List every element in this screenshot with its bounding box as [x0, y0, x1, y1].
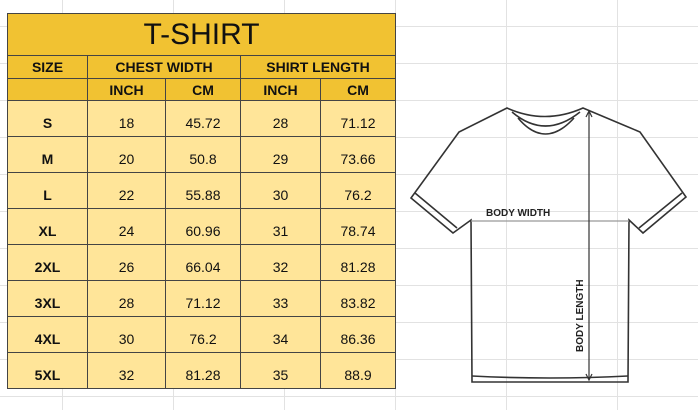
- length-inch-cell: 30: [240, 172, 321, 209]
- chest-inch-cell: 32: [87, 352, 166, 389]
- tshirt-collar: [511, 111, 581, 135]
- arrow-heads: [585, 109, 593, 382]
- table-row: XL 24 60.96 31 78.74: [7, 208, 396, 245]
- chest-inch-cell: 18: [87, 100, 166, 137]
- length-cm-cell: 71.12: [320, 100, 396, 137]
- chest-cm-cell: 71.12: [165, 280, 241, 317]
- length-inch-cell: 31: [240, 208, 321, 245]
- chest-cm-header: CM: [165, 78, 241, 101]
- body-length-label: BODY LENGTH: [575, 279, 586, 352]
- length-cm-cell: 78.74: [320, 208, 396, 245]
- chest-inch-cell: 28: [87, 280, 166, 317]
- size-cell: 5XL: [7, 352, 88, 389]
- size-cell: 3XL: [7, 280, 88, 317]
- table-row: 3XL 28 71.12 33 83.82: [7, 280, 396, 317]
- table-row: 2XL 26 66.04 32 81.28: [7, 244, 396, 281]
- chest-inch-header: INCH: [87, 78, 166, 101]
- chest-inch-cell: 20: [87, 136, 166, 173]
- length-inch-cell: 35: [240, 352, 321, 389]
- tshirt-hem: [471, 375, 629, 379]
- size-cell: L: [7, 172, 88, 209]
- length-inch-cell: 34: [240, 316, 321, 353]
- table-title: T-SHIRT: [7, 13, 396, 56]
- chest-inch-cell: 24: [87, 208, 166, 245]
- length-cm-cell: 88.9: [320, 352, 396, 389]
- chest-cm-cell: 66.04: [165, 244, 241, 281]
- size-cell: 4XL: [7, 316, 88, 353]
- chest-inch-cell: 22: [87, 172, 166, 209]
- chest-inch-cell: 30: [87, 316, 166, 353]
- size-chart-table: T-SHIRT SIZE CHEST WIDTH SHIRT LENGTH INCH…: [7, 13, 396, 389]
- size-cell: XL: [7, 208, 88, 245]
- table-row: L 22 55.88 30 76.2: [7, 172, 396, 209]
- length-cm-cell: 83.82: [320, 280, 396, 317]
- chest-cm-cell: 76.2: [165, 316, 241, 353]
- body-width-label: BODY WIDTH: [486, 208, 550, 219]
- size-header: SIZE: [7, 55, 88, 79]
- chest-cm-cell: 60.96: [165, 208, 241, 245]
- length-cm-header: CM: [320, 78, 396, 101]
- chest-width-header: CHEST WIDTH: [87, 55, 241, 79]
- table-row: 5XL 32 81.28 35 88.9: [7, 352, 396, 389]
- length-cm-cell: 76.2: [320, 172, 396, 209]
- chest-inch-cell: 26: [87, 244, 166, 281]
- tshirt-sleeve-cuffs: [414, 192, 683, 229]
- size-cell: M: [7, 136, 88, 173]
- shirt-length-header: SHIRT LENGTH: [240, 55, 396, 79]
- length-cm-cell: 81.28: [320, 244, 396, 281]
- length-inch-cell: 29: [240, 136, 321, 173]
- table-row: S 18 45.72 28 71.12: [7, 100, 396, 137]
- tshirt-outline: [409, 107, 688, 383]
- length-inch-cell: 28: [240, 100, 321, 137]
- chest-cm-cell: 45.72: [165, 100, 241, 137]
- table-row: 4XL 30 76.2 34 86.36: [7, 316, 396, 353]
- length-cm-cell: 86.36: [320, 316, 396, 353]
- chest-cm-cell: 50.8: [165, 136, 241, 173]
